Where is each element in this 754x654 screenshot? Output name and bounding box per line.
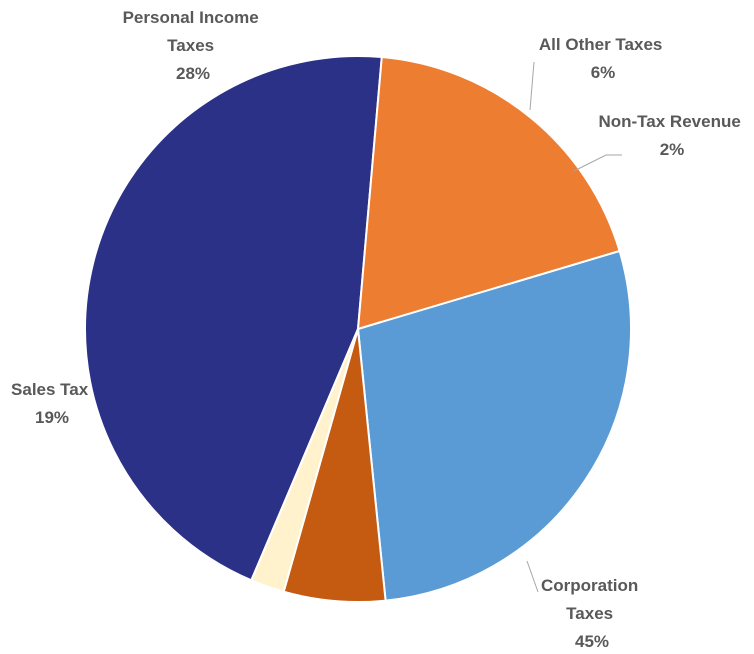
label-all-other-taxes-pct: 6% — [591, 63, 616, 82]
label-non-tax-revenue-line-1: Non-Tax Revenue — [598, 112, 740, 131]
pie-slices — [84, 55, 632, 603]
leader-line-all-other-taxes — [529, 61, 535, 111]
label-sales-tax: Sales Tax 19% — [11, 380, 93, 427]
label-sales-tax-pct: 19% — [35, 408, 69, 427]
label-non-tax-revenue: Non-Tax Revenue 2% — [598, 112, 745, 159]
label-non-tax-revenue-pct: 2% — [660, 140, 685, 159]
label-personal-income-taxes: Personal Income Taxes 28% — [123, 8, 264, 83]
label-sales-tax-line-1: Sales Tax — [11, 380, 89, 399]
label-personal-income-taxes-line-2: Taxes — [167, 36, 214, 55]
label-all-other-taxes: All Other Taxes 6% — [539, 35, 667, 82]
leader-line-non-tax-revenue — [573, 154, 622, 172]
label-corporation-taxes-line-1: Corporation — [541, 576, 638, 595]
slice-sales-tax — [356, 55, 621, 331]
slice-personal-income-taxes — [356, 249, 632, 602]
leader-line-corporation-taxes — [526, 560, 539, 593]
label-corporation-taxes-line-2: Taxes — [566, 604, 613, 623]
slice-corporation-taxes — [84, 55, 383, 582]
label-all-other-taxes-line-1: All Other Taxes — [539, 35, 662, 54]
label-personal-income-taxes-line-1: Personal Income — [123, 8, 259, 27]
label-personal-income-taxes-pct: 28% — [176, 64, 210, 83]
label-corporation-taxes: Corporation Taxes 45% — [541, 576, 643, 651]
slice-non-tax-revenue — [250, 328, 359, 593]
label-corporation-taxes-pct: 45% — [575, 632, 609, 651]
